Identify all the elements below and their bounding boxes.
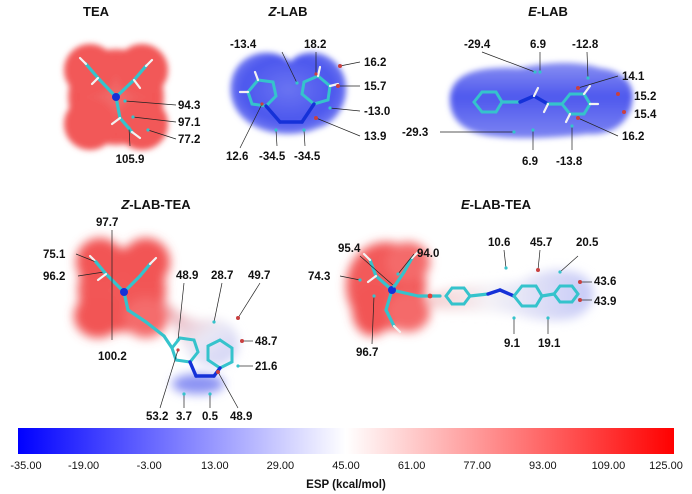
panel-tea: TEA 94.3 xyxy=(64,4,201,166)
e-lab-tea-annotations: 95.4 94.0 74.3 96.7 10.6 45.7 20.5 43.6 xyxy=(308,237,616,359)
e-lab-tea-molecule xyxy=(362,250,580,334)
z-lab-esp-surface xyxy=(230,52,347,134)
colorbar-tick-label: 93.00 xyxy=(529,460,557,472)
esp-label: 12.6 xyxy=(226,151,248,163)
esp-label: 77.2 xyxy=(178,134,200,146)
colorbar-tick-label: -35.00 xyxy=(10,460,41,472)
esp-label: 48.9 xyxy=(230,411,252,423)
colorbar-tick-label: 29.00 xyxy=(267,460,295,472)
esp-label: 28.7 xyxy=(211,270,233,282)
esp-label: 49.7 xyxy=(248,270,270,282)
colorbar: -35.00 -19.00 -3.00 13.00 29.00 45.00 61.00 77.… xyxy=(10,428,683,491)
panel-e-lab-tea: E-LAB-TEA xyxy=(308,197,616,359)
esp-label: 14.1 xyxy=(622,71,645,83)
panel-title-z-lab-tea: Z-LAB-TEA xyxy=(120,197,191,212)
esp-label: -12.8 xyxy=(572,39,599,51)
z-lab-tea-molecule xyxy=(88,254,234,378)
esp-label: 75.1 xyxy=(43,249,66,261)
esp-label: 97.7 xyxy=(96,217,118,229)
esp-label: 20.5 xyxy=(576,237,599,249)
colorbar-tick-label: 125.00 xyxy=(649,460,683,472)
colorbar-tick-label: 77.00 xyxy=(463,460,491,472)
colorbar-ticks: -35.00 -19.00 -3.00 13.00 29.00 45.00 61.00 77.… xyxy=(10,460,682,472)
colorbar-tick-label: 109.00 xyxy=(592,460,626,472)
esp-label: 43.9 xyxy=(594,296,616,308)
z-lab-tea-esp-surface xyxy=(74,238,239,394)
z-lab-annotations: -13.4 18.2 16.2 15.7 -13.0 13.9 12.6 -34… xyxy=(226,39,390,163)
esp-label: -13.4 xyxy=(230,39,257,51)
esp-label: 43.6 xyxy=(594,276,616,288)
esp-label: 15.2 xyxy=(634,91,656,103)
esp-label: 19.1 xyxy=(538,338,561,350)
esp-label: 45.7 xyxy=(530,237,552,249)
esp-label: 96.7 xyxy=(356,347,378,359)
esp-label: 100.2 xyxy=(98,351,127,363)
esp-label: 16.2 xyxy=(622,131,644,143)
esp-label: 94.0 xyxy=(417,248,439,260)
colorbar-tick-label: 61.00 xyxy=(398,460,426,472)
esp-label: 10.6 xyxy=(488,237,510,249)
esp-label: 6.9 xyxy=(522,156,538,168)
panel-title-z-lab: Z-LAB xyxy=(268,4,308,19)
colorbar-title: ESP (kcal/mol) xyxy=(306,479,386,491)
esp-label: 95.4 xyxy=(338,243,361,255)
esp-label: 15.4 xyxy=(634,109,657,121)
colorbar-tick-label: 13.00 xyxy=(201,460,229,472)
esp-label: 96.2 xyxy=(43,271,65,283)
colorbar-tick-label: -3.00 xyxy=(137,460,162,472)
esp-label: 48.7 xyxy=(255,336,277,348)
colorbar-tick-label: 45.00 xyxy=(332,460,360,472)
esp-label: 97.1 xyxy=(178,117,201,129)
esp-label: 9.1 xyxy=(504,338,521,350)
e-lab-molecule xyxy=(472,84,600,124)
esp-label: -13.0 xyxy=(364,106,390,118)
tea-molecule xyxy=(78,56,154,140)
panel-z-lab: Z-LAB -13.4 18.2 16.2 15. xyxy=(226,4,390,163)
panel-z-lab-tea: Z-LAB-TEA xyxy=(43,197,277,423)
e-lab-annotations: -29.4 6.9 -12.8 14.1 15.2 15.4 16.2 -29.… xyxy=(402,39,657,168)
esp-label: 74.3 xyxy=(308,271,330,283)
esp-label: -29.3 xyxy=(402,127,428,139)
esp-label: 6.9 xyxy=(530,39,546,51)
esp-label: 48.9 xyxy=(176,270,198,282)
esp-label: 3.7 xyxy=(176,411,192,423)
panel-title-tea: TEA xyxy=(83,4,110,19)
panel-title-e-lab: E-LAB xyxy=(528,4,568,19)
z-lab-molecule xyxy=(238,65,340,124)
esp-label: -13.8 xyxy=(556,156,583,168)
z-lab-tea-annotations: 97.7 75.1 96.2 48.9 28.7 49.7 48.7 21.6 … xyxy=(43,217,277,423)
esp-label: 0.5 xyxy=(202,411,219,423)
esp-label: -34.5 xyxy=(259,151,286,163)
panel-title-e-lab-tea: E-LAB-TEA xyxy=(461,197,532,212)
esp-label: -34.5 xyxy=(294,151,321,163)
colorbar-gradient xyxy=(18,428,674,454)
colorbar-tick-label: -19.00 xyxy=(68,460,99,472)
esp-label: 53.2 xyxy=(146,411,168,423)
esp-label: 13.9 xyxy=(364,131,386,143)
esp-label: 105.9 xyxy=(116,154,145,166)
esp-label: 15.7 xyxy=(364,81,386,93)
panel-e-lab: E-LAB -29.4 6.9 -12.8 xyxy=(402,4,657,168)
esp-label: -29.4 xyxy=(464,39,491,51)
esp-label: 94.3 xyxy=(178,100,200,112)
esp-label: 21.6 xyxy=(255,361,277,373)
esp-label: 16.2 xyxy=(364,57,386,69)
esp-label: 18.2 xyxy=(304,39,326,51)
tea-annotations: 94.3 97.1 77.2 105.9 xyxy=(116,99,201,166)
